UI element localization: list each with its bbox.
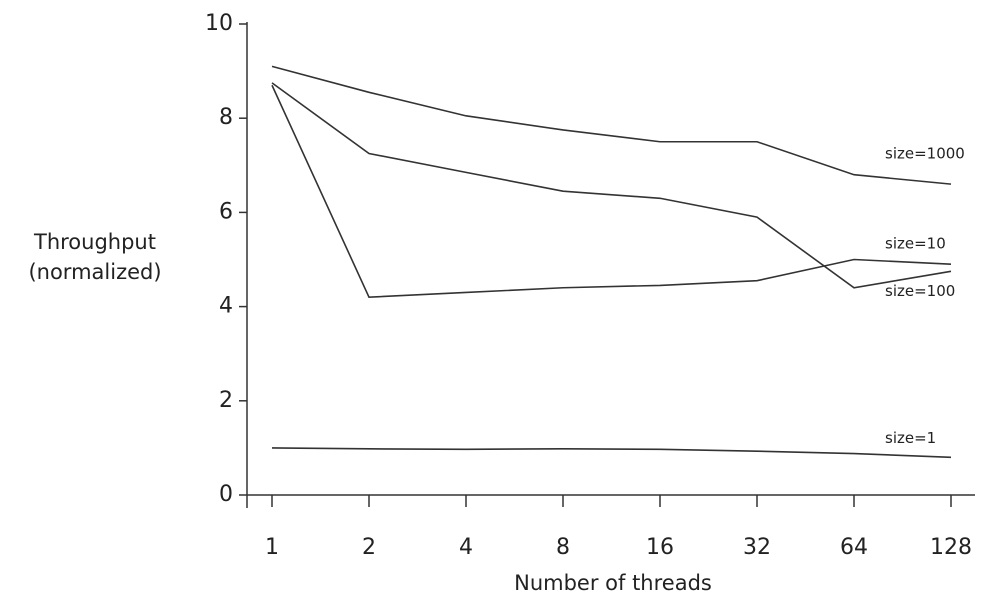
series-label: size=100 xyxy=(885,282,955,300)
x-axis-label: Number of threads xyxy=(514,571,712,595)
y-tick-label: 8 xyxy=(219,105,233,130)
series-label: size=1 xyxy=(885,429,936,447)
y-tick-label: 0 xyxy=(219,482,233,507)
y-tick-label: 4 xyxy=(219,294,233,319)
y-tick-label: 6 xyxy=(219,199,233,224)
series-label: size=1000 xyxy=(885,145,965,163)
y-tick-label: 10 xyxy=(205,11,233,36)
series-label: size=10 xyxy=(885,235,946,253)
x-tick-label: 64 xyxy=(840,535,868,560)
x-tick-label: 1 xyxy=(265,535,279,560)
series-line xyxy=(271,65,952,185)
x-tick-label: 4 xyxy=(459,535,473,560)
x-tick-label: 8 xyxy=(556,535,570,560)
x-tick-label: 128 xyxy=(930,535,972,560)
x-tick-label: 32 xyxy=(743,535,771,560)
series-line xyxy=(271,84,952,299)
x-tick-label: 16 xyxy=(646,535,674,560)
y-axis-label: (normalized) xyxy=(28,260,161,284)
y-axis-label: Throughput xyxy=(33,230,156,254)
series-line xyxy=(271,82,952,289)
x-tick-label: 2 xyxy=(362,535,376,560)
y-tick-label: 2 xyxy=(219,388,233,413)
series-line xyxy=(271,447,952,459)
